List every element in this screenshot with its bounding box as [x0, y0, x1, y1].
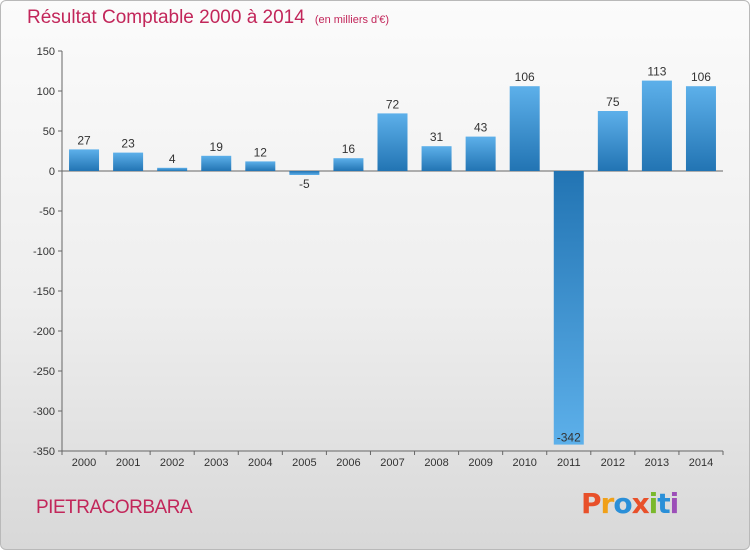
x-tick-label: 2001	[116, 457, 140, 469]
bar-2012	[597, 111, 628, 171]
data-label-2004: 12	[254, 145, 268, 159]
bars	[69, 80, 716, 445]
x-tick-label: 2005	[292, 457, 316, 469]
data-label-2010: 106	[515, 70, 535, 84]
x-tick-label: 2004	[248, 457, 272, 469]
bar-2014	[685, 86, 716, 171]
x-tick-label: 2013	[645, 457, 669, 469]
y-tick-label: 100	[37, 86, 55, 98]
bar-2002	[157, 167, 188, 171]
commune-name: PIETRACORBARA	[36, 497, 193, 518]
y-tick-label: -200	[33, 326, 55, 338]
logo-letter: i	[669, 487, 680, 520]
y-tick-label: -350	[33, 446, 55, 458]
logo-letter: i	[648, 487, 659, 520]
data-label-2003: 19	[210, 140, 224, 154]
chart-header: Résultat Comptable 2000 à 2014 (en millie…	[27, 7, 389, 29]
bar-2000	[69, 149, 100, 171]
x-tick-label: 2011	[557, 457, 581, 469]
x-tick-label: 2000	[72, 457, 96, 469]
bar-2013	[641, 80, 672, 171]
logo-letter: P	[581, 487, 602, 520]
bar-2001	[113, 152, 144, 171]
bar-2006	[333, 158, 364, 171]
chart-unit-note: (en milliers d'€)	[314, 14, 390, 26]
x-axis: 2000 2001 2002 2003 2004 2005 2006 2007 2008 2009…	[61, 170, 724, 469]
bar-2011	[553, 171, 584, 445]
logo-letter: t	[657, 487, 670, 520]
x-tick-label: 2002	[160, 457, 184, 469]
logo-letter: x	[631, 487, 650, 520]
y-tick-label: -100	[33, 246, 55, 258]
bar-2007	[377, 113, 408, 171]
logo-letter: r	[600, 487, 615, 520]
bar-2004	[245, 161, 276, 171]
data-label-2012: 75	[606, 95, 620, 109]
x-tick-label: 2014	[689, 457, 713, 469]
y-tick-label: -150	[33, 286, 55, 298]
y-tick-label: -250	[33, 366, 55, 378]
data-label-2013: 113	[647, 65, 666, 79]
data-label-2009: 43	[474, 121, 488, 135]
proxiti-logo: Proxiti	[581, 487, 680, 520]
x-tick-label: 2008	[424, 457, 448, 469]
x-tick-label: 2010	[512, 457, 536, 469]
data-label-2002: 4	[169, 152, 176, 166]
y-tick-label: 150	[37, 46, 55, 58]
data-label-2014: 106	[691, 70, 711, 84]
bar-2005	[289, 171, 320, 175]
bar-2010	[509, 86, 540, 171]
bar-2009	[465, 136, 496, 171]
x-tick-label: 2009	[468, 457, 492, 469]
data-label-2001: 23	[121, 137, 135, 151]
y-tick-label: 50	[43, 126, 55, 138]
x-tick-label: 2007	[380, 457, 404, 469]
x-tick-label: 2006	[336, 457, 360, 469]
x-tick-label: 2012	[601, 457, 625, 469]
x-tick-label: 2003	[204, 457, 228, 469]
y-axis: 150 100 50 0 -50 -100 -150 -200 -250 -300 -350	[33, 46, 63, 458]
logo-letter: o	[613, 487, 632, 520]
data-label-2005: -5	[299, 177, 310, 191]
y-tick-label: -300	[33, 406, 55, 418]
data-label-2008: 31	[430, 130, 444, 144]
bar-2008	[421, 146, 452, 171]
data-label-2006: 16	[342, 142, 356, 156]
data-label-2000: 27	[77, 133, 91, 147]
chart-title: Résultat Comptable 2000 à 2014	[27, 7, 305, 28]
data-label-2011: -342	[557, 431, 581, 445]
data-labels: 27 23 4 19 12 -5 16 72 31 43 106 -342 75 113 106	[77, 65, 711, 445]
data-label-2007: 72	[386, 97, 400, 111]
bar-2003	[201, 155, 232, 171]
y-tick-label: 0	[49, 166, 55, 178]
y-tick-label: -50	[39, 206, 55, 218]
